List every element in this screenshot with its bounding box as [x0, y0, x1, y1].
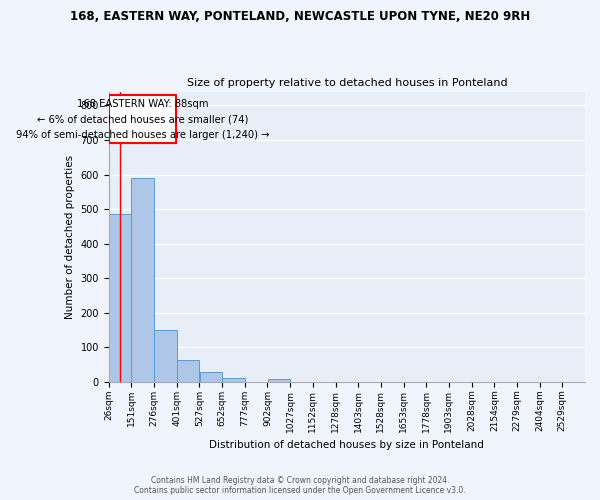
- Text: 168, EASTERN WAY, PONTELAND, NEWCASTLE UPON TYNE, NE20 9RH: 168, EASTERN WAY, PONTELAND, NEWCASTLE U…: [70, 10, 530, 23]
- X-axis label: Distribution of detached houses by size in Ponteland: Distribution of detached houses by size …: [209, 440, 484, 450]
- Text: 168 EASTERN WAY: 88sqm
← 6% of detached houses are smaller (74)
94% of semi-deta: 168 EASTERN WAY: 88sqm ← 6% of detached …: [16, 98, 269, 140]
- Bar: [154, 330, 176, 382]
- FancyBboxPatch shape: [109, 95, 176, 144]
- Bar: [177, 360, 199, 382]
- Bar: [222, 378, 245, 382]
- Y-axis label: Number of detached properties: Number of detached properties: [65, 154, 75, 319]
- Bar: [131, 178, 154, 382]
- Bar: [200, 372, 222, 382]
- Bar: [268, 379, 290, 382]
- Text: Contains HM Land Registry data © Crown copyright and database right 2024.
Contai: Contains HM Land Registry data © Crown c…: [134, 476, 466, 495]
- Bar: [109, 214, 131, 382]
- Title: Size of property relative to detached houses in Ponteland: Size of property relative to detached ho…: [187, 78, 507, 88]
